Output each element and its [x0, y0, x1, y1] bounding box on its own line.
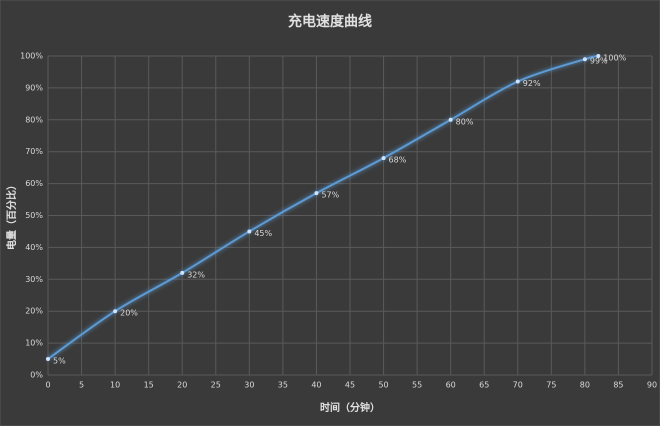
line	[47, 55, 599, 360]
x-tick-label: 85	[613, 381, 623, 390]
point	[113, 309, 118, 314]
x-tick-label: 65	[479, 381, 489, 390]
point	[448, 117, 453, 122]
y-tick-label: 20%	[25, 307, 43, 316]
x-tick-label: 20	[177, 381, 187, 390]
x-tick-label: 25	[211, 381, 221, 390]
y-tick-label: 50%	[25, 211, 43, 220]
y-tick-label: 80%	[25, 115, 43, 124]
point	[180, 270, 185, 275]
point	[46, 357, 50, 362]
data-label: 80%	[456, 117, 474, 126]
x-tick-label: 45	[345, 381, 355, 390]
data-label: 57%	[321, 191, 339, 200]
x-tick-label: 5	[79, 381, 84, 390]
y-axis-label: 电量（百分比）	[5, 180, 18, 250]
point	[314, 191, 319, 196]
x-tick-label: 70	[513, 381, 523, 390]
data-label: 99%	[590, 57, 608, 66]
x-tick-label: 35	[278, 381, 288, 390]
data-label: 5%	[53, 357, 66, 366]
point	[381, 156, 386, 161]
x-tick-label: 40	[311, 381, 321, 390]
x-axis-label: 时间（分钟）	[320, 401, 380, 414]
x-tick-label: 10	[110, 381, 120, 390]
y-tick-label: 60%	[25, 179, 43, 188]
x-tick-label: 60	[446, 381, 456, 390]
data-label: 20%	[120, 309, 138, 318]
point	[596, 54, 601, 58]
y-tick-label: 30%	[25, 275, 43, 284]
y-tick-label: 90%	[25, 83, 43, 92]
y-tick-label: 10%	[25, 339, 43, 348]
chart-title: 充电速度曲线	[288, 13, 372, 30]
x-tick-label: 80	[580, 381, 590, 390]
x-tick-label: 55	[412, 381, 422, 390]
point	[582, 57, 587, 62]
y-tick-label: 70%	[25, 147, 43, 156]
x-tick-label: 30	[244, 381, 254, 390]
point	[515, 79, 520, 84]
data-label: 68%	[389, 156, 407, 165]
data-label: 92%	[523, 79, 541, 88]
x-tick-label: 15	[144, 381, 154, 390]
x-tick-label: 90	[647, 381, 657, 390]
y-tick-label: 0%	[30, 371, 43, 380]
y-tick-label: 40%	[25, 243, 43, 252]
data-label: 100%	[603, 54, 626, 63]
x-tick-label: 75	[546, 381, 556, 390]
data-label: 45%	[254, 229, 272, 238]
x-tick-label: 50	[378, 381, 388, 390]
y-tick-label: 100%	[20, 52, 43, 61]
point	[247, 229, 252, 234]
x-tick-label: 0	[45, 381, 50, 390]
data-label: 32%	[187, 270, 205, 279]
